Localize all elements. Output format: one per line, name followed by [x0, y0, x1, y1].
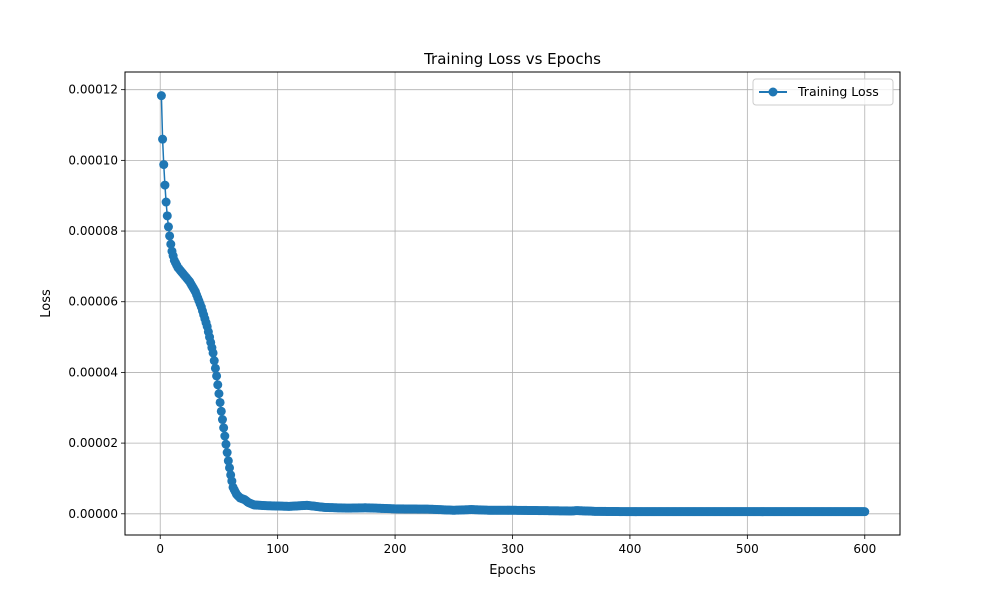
x-tick-label: 200 [384, 542, 407, 556]
data-point [223, 456, 233, 466]
data-point [221, 439, 231, 449]
data-point [225, 463, 235, 473]
x-axis-label: Epochs [489, 563, 536, 578]
data-point [208, 348, 218, 358]
data-point [160, 180, 170, 190]
data-point [162, 211, 172, 221]
legend-box [752, 78, 894, 106]
data-point [210, 363, 220, 373]
data-point [217, 415, 227, 425]
series-markers-training-loss [156, 91, 870, 517]
series-layer [156, 91, 870, 517]
chart-title: Training Loss vs Epochs [423, 50, 601, 68]
data-point [166, 239, 176, 249]
data-point [214, 389, 224, 399]
data-point [156, 91, 166, 101]
data-point [215, 397, 225, 407]
x-tick-label: 400 [618, 542, 641, 556]
x-tick-label: 0 [156, 542, 164, 556]
data-point [216, 406, 226, 416]
x-tick-label: 300 [501, 542, 524, 556]
data-point [165, 231, 175, 241]
y-tick-label: 0.00006 [68, 295, 118, 309]
data-point [209, 356, 219, 366]
x-tick-label: 600 [853, 542, 876, 556]
data-point [212, 371, 222, 381]
y-tick-label: 0.00008 [68, 224, 118, 238]
data-point [163, 222, 173, 232]
data-point [159, 160, 169, 170]
y-tick-label: 0.00010 [68, 153, 118, 167]
y-tick-label: 0.00002 [68, 436, 118, 450]
data-point [161, 197, 171, 207]
x-tick-label: 500 [736, 542, 759, 556]
y-tick-label: 0.00004 [68, 365, 118, 379]
legend-label: Training Loss [797, 84, 879, 99]
y-axis-label: Loss [39, 289, 54, 318]
data-point [220, 431, 230, 441]
y-tick-label: 0.00012 [68, 83, 118, 97]
axis-ticks: 0 100 200 300 400 500 600 0.00000 0.00002 0.00004… [68, 83, 876, 556]
x-tick-label: 100 [266, 542, 289, 556]
data-point [219, 423, 229, 433]
data-point [158, 134, 168, 144]
data-point [213, 380, 223, 390]
data-point [860, 507, 870, 517]
legend-marker-swatch [768, 87, 778, 97]
data-point [222, 448, 232, 458]
legend: Training Loss [752, 78, 894, 106]
y-tick-label: 0.00000 [68, 507, 118, 521]
